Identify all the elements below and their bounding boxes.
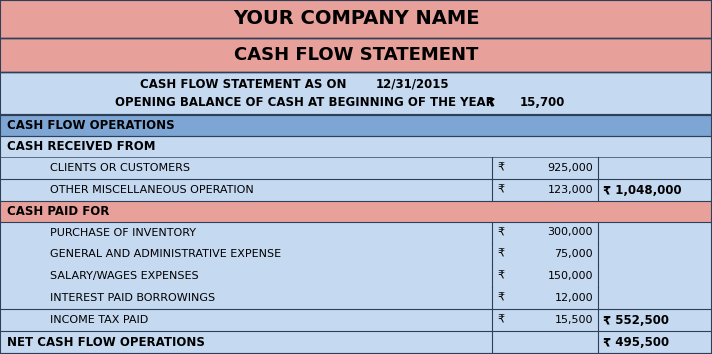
Text: CASH FLOW STATEMENT: CASH FLOW STATEMENT <box>234 46 478 64</box>
Text: OPENING BALANCE OF CASH AT BEGINNING OF THE YEAR: OPENING BALANCE OF CASH AT BEGINNING OF … <box>115 96 495 109</box>
Bar <box>0 157 712 179</box>
Text: ₹: ₹ <box>497 315 504 325</box>
Bar <box>0 265 712 287</box>
Text: ₹: ₹ <box>497 271 504 281</box>
Text: ₹: ₹ <box>497 228 504 238</box>
Text: INCOME TAX PAID: INCOME TAX PAID <box>50 315 148 325</box>
Text: CASH PAID FOR: CASH PAID FOR <box>7 205 110 218</box>
Bar <box>0 179 712 201</box>
Text: 15,700: 15,700 <box>520 96 565 109</box>
Bar <box>0 243 712 265</box>
Text: NET CASH FLOW OPERATIONS: NET CASH FLOW OPERATIONS <box>7 336 205 349</box>
Bar <box>0 222 712 243</box>
Bar <box>0 201 712 222</box>
Text: ₹: ₹ <box>497 185 504 195</box>
Text: 123,000: 123,000 <box>548 185 593 195</box>
Text: 12,000: 12,000 <box>555 293 593 303</box>
Text: ₹: ₹ <box>497 293 504 303</box>
Text: ₹ 1,048,000: ₹ 1,048,000 <box>603 183 681 196</box>
Text: ₹: ₹ <box>497 249 504 259</box>
Text: ₹: ₹ <box>497 163 504 173</box>
Text: OTHER MISCELLANEOUS OPERATION: OTHER MISCELLANEOUS OPERATION <box>50 185 253 195</box>
Bar <box>0 72 712 115</box>
Text: ₹: ₹ <box>486 96 494 109</box>
Text: CLIENTS OR CUSTOMERS: CLIENTS OR CUSTOMERS <box>50 163 190 173</box>
Text: ₹ 552,500: ₹ 552,500 <box>603 314 669 326</box>
Bar <box>0 38 712 72</box>
Text: 925,000: 925,000 <box>548 163 593 173</box>
Text: 75,000: 75,000 <box>555 249 593 259</box>
Text: SALARY/WAGES EXPENSES: SALARY/WAGES EXPENSES <box>50 271 199 281</box>
Text: CASH FLOW OPERATIONS: CASH FLOW OPERATIONS <box>7 119 174 132</box>
Text: CASH RECEIVED FROM: CASH RECEIVED FROM <box>7 140 155 153</box>
Text: PURCHASE OF INVENTORY: PURCHASE OF INVENTORY <box>50 228 196 238</box>
Text: 150,000: 150,000 <box>548 271 593 281</box>
Bar <box>0 0 712 38</box>
Text: 15,500: 15,500 <box>555 315 593 325</box>
Text: GENERAL AND ADMINISTRATIVE EXPENSE: GENERAL AND ADMINISTRATIVE EXPENSE <box>50 249 281 259</box>
Text: 12/31/2015: 12/31/2015 <box>376 78 449 91</box>
Text: 300,000: 300,000 <box>548 228 593 238</box>
Bar <box>0 309 712 331</box>
Bar <box>0 136 712 157</box>
Bar <box>0 115 712 136</box>
Text: ₹ 495,500: ₹ 495,500 <box>603 336 669 349</box>
Text: INTEREST PAID BORROWINGS: INTEREST PAID BORROWINGS <box>50 293 215 303</box>
Bar <box>0 287 712 309</box>
Text: YOUR COMPANY NAME: YOUR COMPANY NAME <box>233 10 479 29</box>
Text: CASH FLOW STATEMENT AS ON: CASH FLOW STATEMENT AS ON <box>140 78 346 91</box>
Bar <box>0 331 712 354</box>
